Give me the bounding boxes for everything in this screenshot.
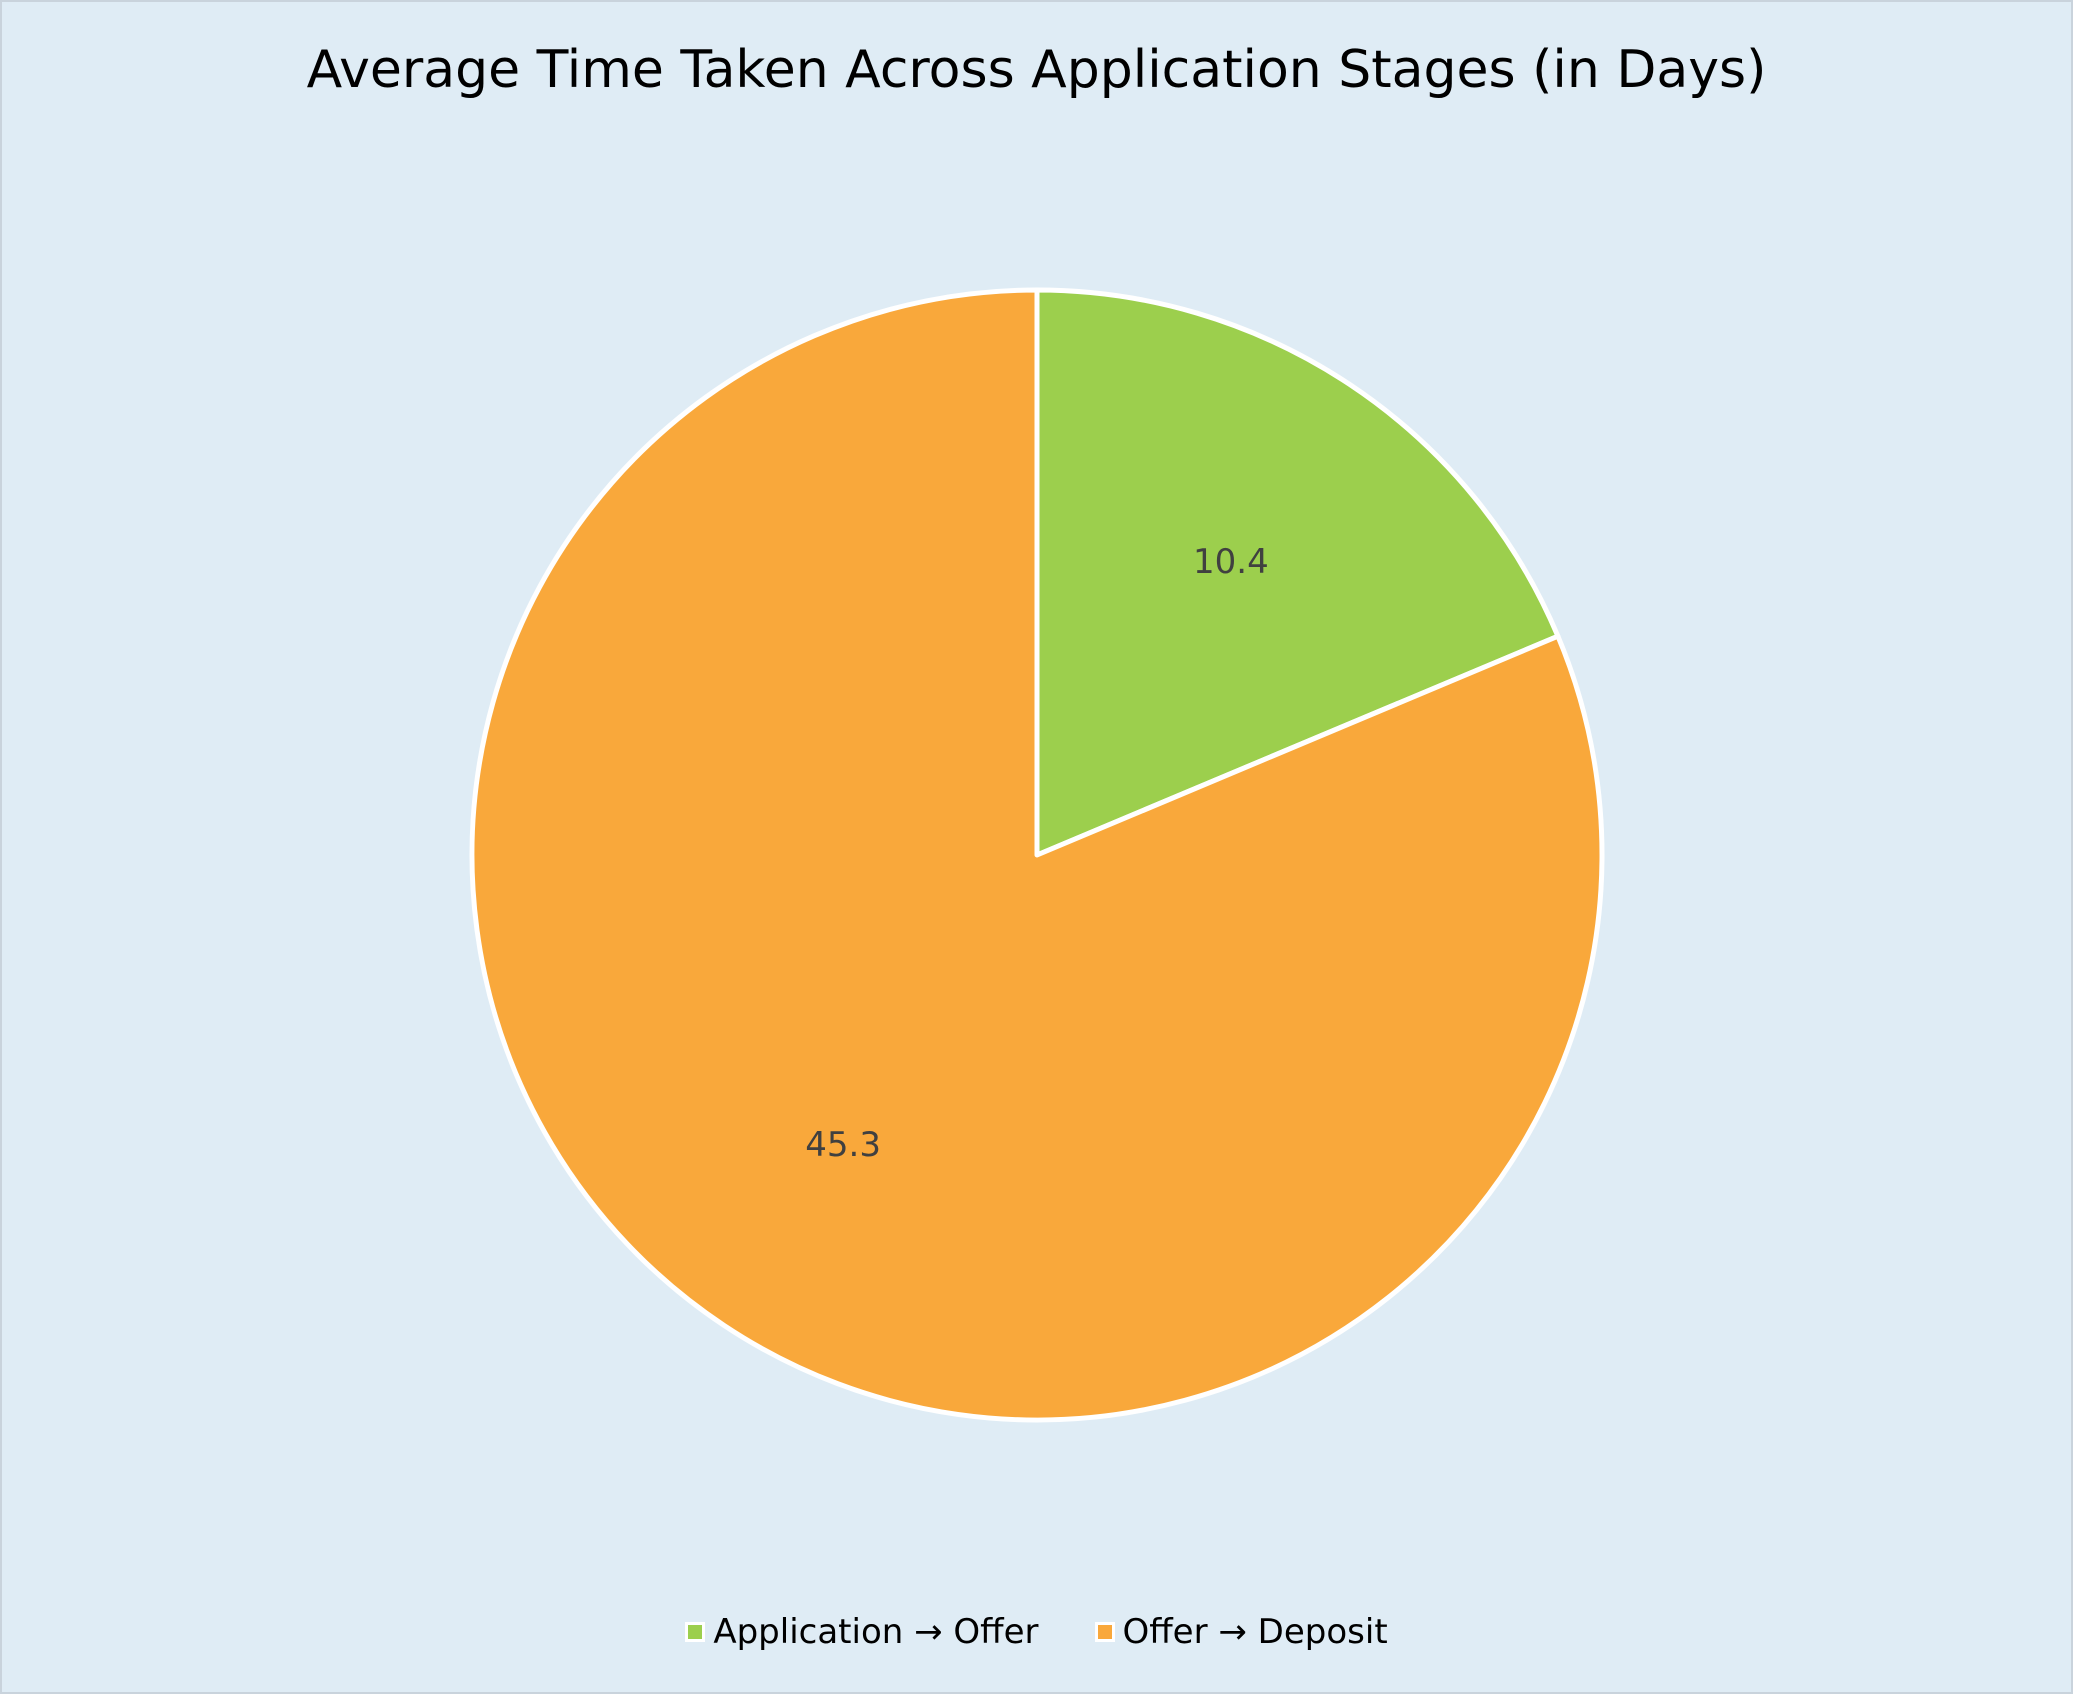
legend-item-application-offer: Application → Offer <box>685 1612 1039 1652</box>
pie-data-labels: 10.4 45.3 <box>805 542 1268 1165</box>
legend-swatch-offer-deposit <box>1094 1622 1115 1642</box>
data-label-application-offer: 10.4 <box>1193 542 1269 582</box>
legend-label-application-offer: Application → Offer <box>713 1612 1039 1652</box>
pie-slice-application-offer <box>1034 287 1561 858</box>
data-label-offer-deposit: 45.3 <box>805 1125 881 1165</box>
pie-slices <box>469 287 1605 1423</box>
chart-title: Average Time Taken Across Application St… <box>306 40 1767 100</box>
legend-label-offer-deposit: Offer → Deposit <box>1122 1612 1388 1652</box>
legend-item-offer-deposit: Offer → Deposit <box>1094 1612 1388 1652</box>
legend-swatch-application-offer <box>685 1622 706 1642</box>
legend: Application → Offer Offer → Deposit <box>2 1612 2071 1652</box>
pie-slice-offer-deposit <box>469 287 1605 1423</box>
